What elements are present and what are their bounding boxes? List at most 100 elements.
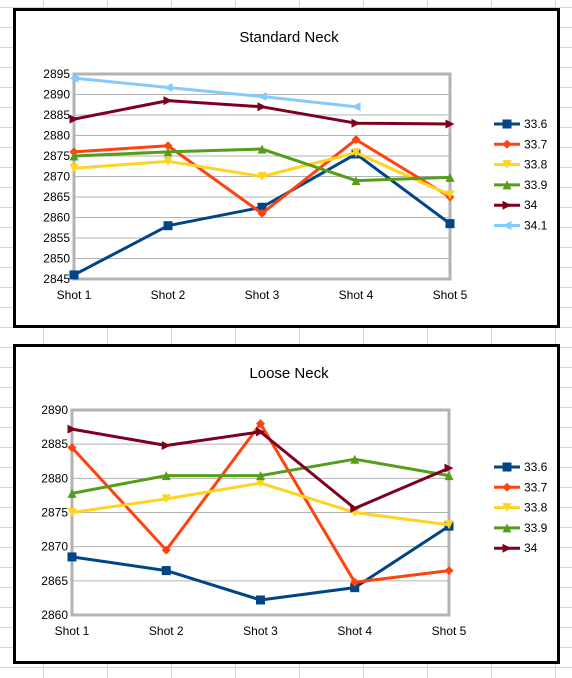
x-tick-label: Shot 2 <box>151 288 186 302</box>
data-point <box>256 478 265 488</box>
data-point <box>161 494 171 504</box>
y-tick-label: 2860 <box>43 211 70 225</box>
legend-label: 33.6 <box>524 460 548 474</box>
series-line <box>71 524 450 602</box>
data-point <box>69 73 79 83</box>
chart-loose-neck[interactable]: Loose Neck 2860 2865 2870 2875 2880 2885 2890 S… <box>13 344 560 664</box>
data-point <box>161 441 171 451</box>
legend-marker <box>502 139 512 149</box>
legend-marker <box>502 200 512 210</box>
data-point <box>257 172 267 181</box>
legend-label: 33.9 <box>524 178 548 192</box>
data-point <box>163 83 173 93</box>
data-point <box>351 176 361 186</box>
data-point <box>444 471 454 481</box>
y-tick-label: 2890 <box>43 88 70 102</box>
standard-neck-chart-svg: Standard Neck 2845 2850 2855 2860 2865 2870 28… <box>43 29 548 302</box>
data-point <box>351 135 361 145</box>
y-tick-label: 2875 <box>43 149 70 163</box>
data-point <box>67 508 77 517</box>
x-tick-label: Shot 1 <box>55 624 90 638</box>
y-tick-label: 2865 <box>43 190 70 204</box>
data-point <box>163 156 173 166</box>
data-point <box>350 577 360 587</box>
data-point <box>161 471 171 481</box>
y-tick-label: 2885 <box>41 437 68 451</box>
data-point <box>161 545 171 555</box>
legend-marker <box>502 462 512 472</box>
legend-label: 33.8 <box>524 501 548 515</box>
legend-label: 34 <box>524 198 538 212</box>
legend-label: 34.1 <box>524 219 548 233</box>
data-point <box>163 147 173 157</box>
data-point <box>256 419 265 429</box>
series-line <box>73 76 357 109</box>
legend-marker <box>502 482 512 492</box>
legend-label: 34 <box>524 541 538 555</box>
legend-marker <box>502 119 512 129</box>
data-point <box>444 566 454 576</box>
data-point <box>69 151 79 161</box>
data-point <box>256 595 265 605</box>
legend-marker <box>502 543 512 553</box>
data-point <box>67 488 77 498</box>
series-line <box>71 427 450 510</box>
legend-label: 33.7 <box>524 480 548 494</box>
data-point <box>69 270 79 280</box>
y-tick-label: 2855 <box>43 231 70 245</box>
data-point <box>67 552 77 562</box>
y-tick-label: 2870 <box>41 540 68 554</box>
y-tick-label: 2880 <box>41 471 68 485</box>
x-tick-label: Shot 3 <box>245 288 280 302</box>
chart-standard-neck[interactable]: Standard Neck 2845 2850 2855 2860 2865 2870 28… <box>13 8 560 328</box>
legend-label: 33.9 <box>524 521 548 535</box>
y-tick-label: 2895 <box>43 67 70 81</box>
data-point <box>69 163 79 173</box>
data-point <box>444 463 454 473</box>
data-point <box>67 424 77 434</box>
loose-neck-chart-svg: Loose Neck 2860 2865 2870 2875 2880 2885 2890 S… <box>41 365 548 638</box>
data-point <box>350 454 360 464</box>
data-point <box>69 114 79 124</box>
x-tick-label: Shot 4 <box>337 624 372 638</box>
y-tick-label: 2850 <box>43 252 70 266</box>
x-tick-label: Shot 4 <box>339 288 374 302</box>
chart-title: Loose Neck <box>249 365 329 382</box>
data-point <box>351 102 361 112</box>
data-point <box>257 208 267 218</box>
data-point <box>161 566 171 576</box>
y-tick-label: 2845 <box>43 272 70 286</box>
data-point <box>257 92 267 102</box>
series-line <box>71 481 450 527</box>
legend-marker <box>502 503 512 513</box>
data-point <box>444 520 454 530</box>
data-point <box>67 443 77 453</box>
data-point <box>445 190 455 200</box>
data-point <box>350 583 360 593</box>
series-line <box>73 99 451 126</box>
x-tick-label: Shot 2 <box>149 624 184 638</box>
y-tick-label: 2885 <box>43 108 70 122</box>
legend-marker <box>502 180 512 190</box>
y-tick-label: 2870 <box>43 170 70 184</box>
data-point <box>256 471 265 481</box>
data-point <box>445 119 455 129</box>
data-point <box>257 144 267 154</box>
x-tick-label: Shot 3 <box>243 624 278 638</box>
x-tick-label: Shot 1 <box>57 288 92 302</box>
data-point <box>257 102 267 112</box>
legend-label: 33.8 <box>524 158 548 172</box>
y-tick-label: 2865 <box>41 574 68 588</box>
legend-label: 33.6 <box>524 117 548 131</box>
data-point <box>350 503 360 513</box>
data-point <box>163 96 173 106</box>
y-tick-label: 2860 <box>41 608 68 622</box>
data-point <box>445 219 455 229</box>
legend-marker <box>502 221 512 230</box>
legend-label: 33.7 <box>524 137 548 151</box>
y-tick-label: 2890 <box>41 403 68 417</box>
x-tick-label: Shot 5 <box>432 624 467 638</box>
y-tick-label: 2880 <box>43 129 70 143</box>
data-point <box>351 148 361 158</box>
data-point <box>351 118 361 128</box>
